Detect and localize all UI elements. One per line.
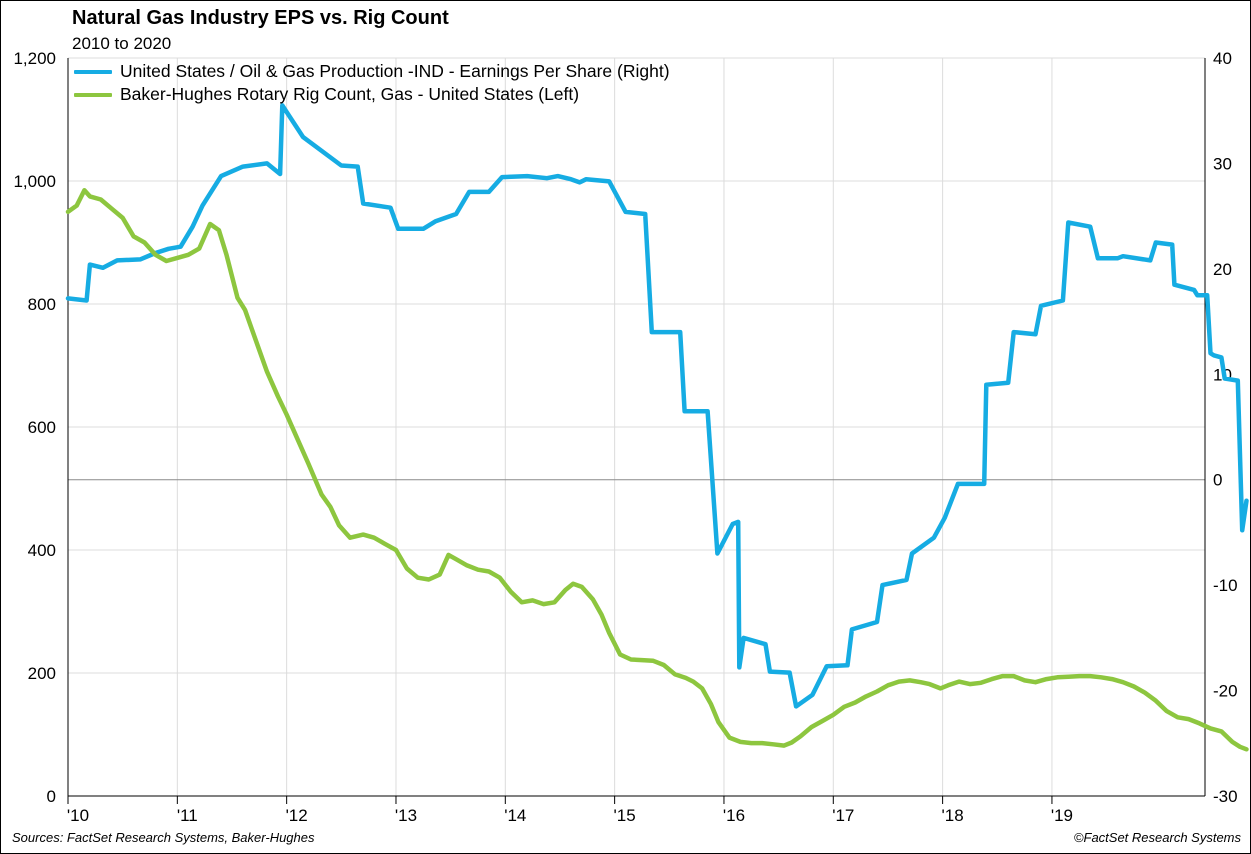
y-right-tick-label: -10 [1213, 576, 1238, 595]
y-left-tick-label: 0 [47, 787, 56, 806]
chart-title: Natural Gas Industry EPS vs. Rig Count [72, 7, 449, 29]
x-tick-label: '12 [286, 806, 308, 825]
y-right-tick-label: -30 [1213, 787, 1238, 806]
y-left-tick-label: 200 [28, 664, 56, 683]
series-line-rig-count [65, 187, 1249, 752]
y-right-tick-label: 20 [1213, 260, 1232, 279]
x-tick-label: '16 [723, 806, 745, 825]
x-tick-label: '17 [832, 806, 854, 825]
y-left-tick-label: 400 [28, 541, 56, 560]
legend-swatch-rig-count [74, 92, 112, 97]
legend-label-eps: United States / Oil & Gas Production -IN… [120, 61, 670, 81]
legend-item-rig-count: Baker-Hughes Rotary Rig Count, Gas - Uni… [74, 83, 670, 106]
legend-item-eps: United States / Oil & Gas Production -IN… [74, 60, 670, 83]
legend: United States / Oil & Gas Production -IN… [74, 60, 670, 106]
copyright-note: ©FactSet Research Systems [1073, 830, 1241, 845]
y-left-tick-label: 1,000 [13, 172, 56, 191]
y-left-tick-label: 800 [28, 295, 56, 314]
series-line-eps [65, 103, 1249, 709]
chart-subtitle: 2010 to 2020 [72, 34, 172, 53]
x-tick-label: '11 [177, 806, 198, 825]
y-right-tick-label: 30 [1213, 154, 1232, 173]
x-tick-label: '14 [504, 806, 526, 825]
y-left-tick-label: 600 [28, 418, 56, 437]
x-tick-label: '18 [942, 806, 964, 825]
x-tick-label: '15 [614, 806, 636, 825]
y-left-tick-label: 1,200 [13, 49, 56, 68]
legend-label-rig-count: Baker-Hughes Rotary Rig Count, Gas - Uni… [120, 84, 580, 104]
x-tick-label: '19 [1051, 806, 1073, 825]
y-right-tick-label: 40 [1213, 49, 1232, 68]
x-tick-label: '10 [67, 806, 89, 825]
sources-note: Sources: FactSet Research Systems, Baker… [12, 830, 315, 845]
legend-swatch-eps [74, 69, 112, 74]
x-tick-label: '13 [395, 806, 417, 825]
y-right-tick-label: -20 [1213, 682, 1238, 701]
y-right-tick-label: 0 [1213, 471, 1222, 490]
